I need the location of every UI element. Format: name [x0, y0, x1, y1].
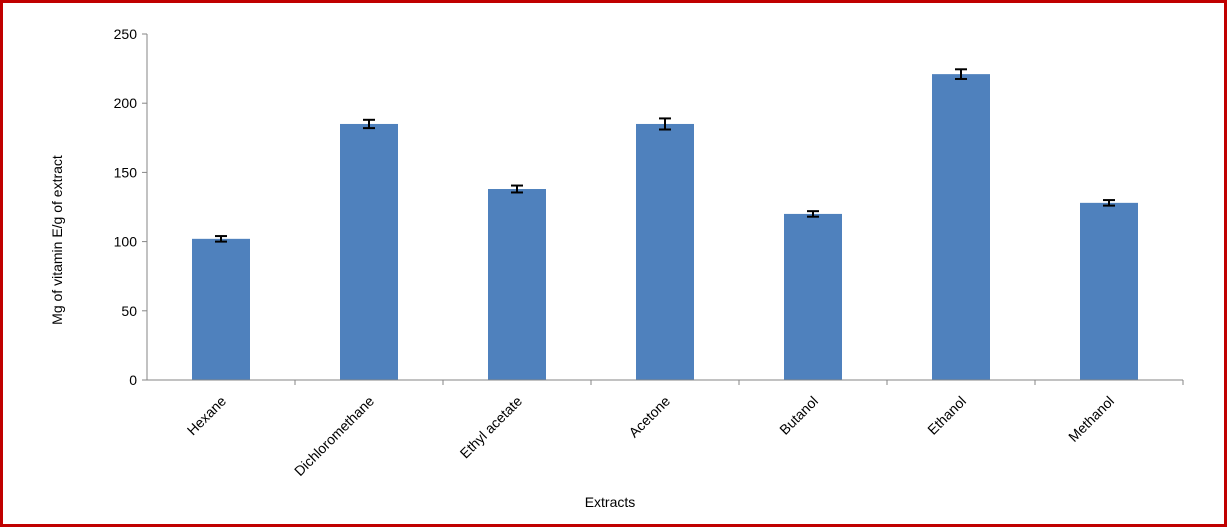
bar-ethyl-acetate: [488, 189, 546, 380]
y-tick-label: 200: [114, 95, 138, 111]
y-tick-label: 100: [114, 234, 138, 250]
y-tick-label: 0: [129, 372, 137, 388]
bar-acetone: [636, 123, 694, 381]
bar-hexane: [192, 238, 250, 380]
bar-dichloromethane: [340, 123, 398, 381]
y-tick-label: 150: [114, 164, 138, 180]
x-category-label: Methanol: [1065, 393, 1117, 445]
y-axis-title: Mg of vitamin E/g of extract: [49, 155, 65, 325]
x-category-label: Ethanol: [924, 393, 969, 438]
y-tick-label: 50: [121, 303, 137, 319]
y-tick-label: 250: [114, 26, 138, 42]
x-category-label: Butanol: [776, 393, 821, 438]
bar-butanol: [784, 213, 842, 380]
x-category-label: Ethyl acetate: [457, 393, 526, 462]
bar-ethanol: [932, 74, 990, 381]
x-axis: Hexane Dichloromethane Ethyl acetate Aceton…: [147, 379, 1184, 479]
bars: [192, 68, 1138, 381]
x-category-label: Hexane: [184, 393, 230, 439]
x-category-label: Acetone: [625, 393, 673, 441]
x-category-label: Dichloromethane: [291, 393, 377, 479]
y-axis: 0 50 100 150 200 250: [114, 26, 148, 388]
x-axis-title: Extracts: [585, 494, 636, 510]
bar-methanol: [1080, 202, 1138, 380]
